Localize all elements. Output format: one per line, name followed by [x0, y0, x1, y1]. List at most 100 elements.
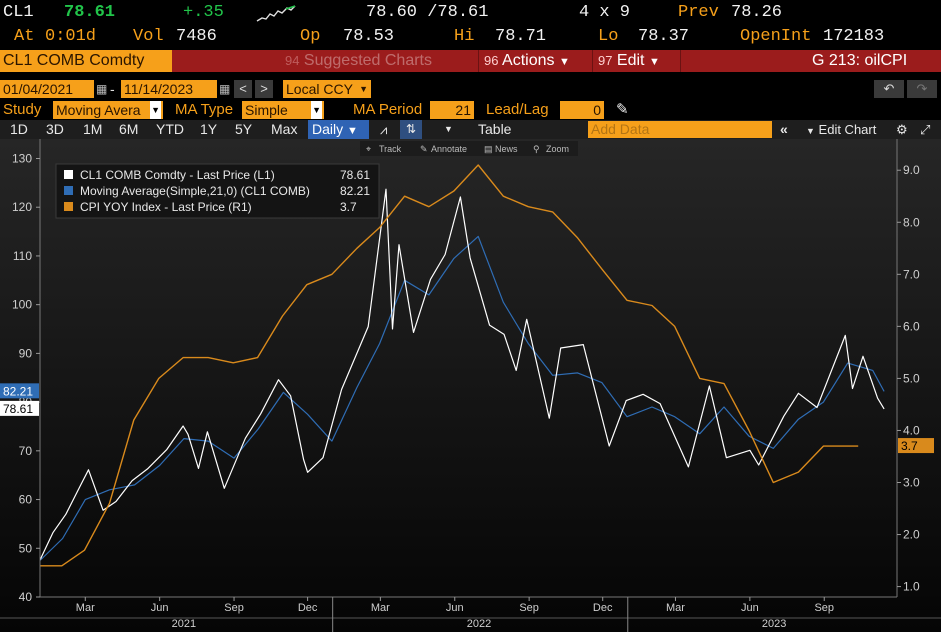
year-label: 2023	[762, 618, 786, 630]
range-5y[interactable]: 5Y	[235, 121, 253, 137]
currency-select[interactable]: Local CCY ▼	[283, 80, 371, 98]
ma-type-label: MA Type	[175, 101, 234, 118]
actions-menu[interactable]: 96 Actions ▼	[484, 50, 570, 72]
calendar-icon[interactable]: ▦	[219, 82, 231, 96]
left-tick-label: 50	[19, 541, 33, 555]
add-data-input[interactable]: Add Data	[588, 121, 772, 138]
actions-label: Actions	[502, 52, 555, 69]
bar-chart-icon[interactable]: ⇅	[400, 120, 422, 139]
redo-button[interactable]: ↷	[907, 80, 937, 98]
next-period-button[interactable]: >	[255, 80, 273, 98]
x-tick-label: Sep	[519, 602, 539, 614]
at-label: At	[14, 27, 35, 46]
right-tick-label: 3.0	[903, 476, 920, 490]
x-tick-label: Jun	[151, 602, 169, 614]
track-icon[interactable]: ⌖	[366, 144, 371, 154]
undo-button[interactable]: ↶	[874, 80, 904, 98]
ma-period-label: MA Period	[353, 101, 423, 118]
expand-icon[interactable]: ⤢	[920, 122, 931, 137]
zoom-icon[interactable]: ⚲	[533, 144, 540, 154]
right-tick-label: 1.0	[903, 580, 920, 594]
right-tick-label: 9.0	[903, 163, 920, 177]
ticker: CL1	[3, 3, 34, 22]
left-tick-label: 90	[19, 346, 33, 360]
x-tick-label: Sep	[224, 602, 244, 614]
x-tick-label: Jun	[446, 602, 464, 614]
line-chart-icon[interactable]: ⩘	[380, 122, 388, 137]
x-tick-label: Mar	[76, 602, 95, 614]
chart-area[interactable]: 4050607080901001101201301.02.03.04.05.06…	[0, 139, 941, 632]
range-1d[interactable]: 1D	[10, 121, 28, 137]
right-tick-label: 6.0	[903, 319, 920, 333]
chevron-down-icon: ▼	[806, 126, 815, 136]
prev-period-button[interactable]: <	[234, 80, 252, 98]
ma-type-select[interactable]: Simple ▼	[242, 101, 324, 119]
collapse-icon[interactable]: «	[780, 121, 788, 137]
table-button[interactable]: Table	[478, 121, 512, 137]
annotate-icon[interactable]: ✎	[420, 144, 428, 154]
chart-toolbar-background	[360, 141, 578, 156]
right-tick-label: 7.0	[903, 267, 920, 281]
x-tick-label: Dec	[593, 602, 613, 614]
low-value: 78.37	[638, 27, 690, 46]
ma-type-value: Simple	[245, 102, 288, 118]
study-select[interactable]: Moving Avera ▼	[53, 101, 163, 119]
edit-chart-label: Edit Chart	[818, 122, 877, 137]
suggested-charts-button[interactable]: 94 Suggested Charts	[285, 50, 432, 72]
pencil-icon[interactable]: ✎	[616, 101, 629, 118]
settings-icon[interactable]: ⚙	[896, 122, 908, 137]
sparkline-icon	[256, 5, 296, 22]
chevron-down-icon: ▼	[311, 101, 322, 119]
end-date-field[interactable]: 11/14/2023	[121, 80, 217, 98]
news-icon[interactable]: ▤	[484, 144, 493, 154]
ma-period-field[interactable]: 21	[430, 101, 474, 119]
suggested-charts-number: 94	[285, 53, 300, 68]
prev-value: 78.26	[731, 3, 783, 22]
range-3d[interactable]: 3D	[46, 121, 64, 137]
add-data-placeholder: Add Data	[591, 121, 650, 137]
annotate-button[interactable]: Annotate	[431, 144, 467, 154]
start-date-field[interactable]: 01/04/2021	[0, 80, 94, 98]
range-ytd[interactable]: YTD	[156, 121, 184, 137]
right-tick-label: 2.0	[903, 528, 920, 542]
divider	[680, 50, 681, 72]
chevron-down-icon: ▼	[347, 125, 358, 137]
news-button[interactable]: News	[495, 144, 518, 154]
open-interest-value: 172183	[823, 27, 885, 46]
end-date: 11/14/2023	[124, 81, 194, 97]
x-tick-label: Dec	[298, 602, 318, 614]
calendar-icon[interactable]: ▦	[96, 82, 108, 96]
lead-lag-field[interactable]: 0	[560, 101, 604, 119]
left-tick-label: 40	[19, 590, 33, 604]
edit-chart-button[interactable]: ▼ Edit Chart	[806, 120, 876, 139]
divider	[478, 50, 479, 72]
edit-label: Edit	[616, 52, 645, 69]
range-bar: 1D 3D 1M 6M YTD 1Y 5Y Max Daily ▼ ⩘ ⇅ ▼ …	[0, 120, 941, 139]
range-1y[interactable]: 1Y	[200, 121, 218, 137]
date-separator: -	[110, 81, 115, 97]
chart-toolbar: ⌖ Track ✎ Annotate ▤ News ⚲ Zoom	[360, 141, 578, 156]
zoom-button[interactable]: Zoom	[546, 144, 569, 154]
range-max[interactable]: Max	[271, 121, 298, 137]
cpi-line	[40, 164, 859, 567]
legend: CL1 COMB Comdty - Last Price (L1) 78.61 …	[55, 163, 380, 219]
track-button[interactable]: Track	[379, 144, 402, 154]
open-interest-label: OpenInt	[740, 27, 812, 46]
range-6m[interactable]: 6M	[119, 121, 139, 137]
edit-menu[interactable]: 97 Edit ▼	[598, 50, 660, 72]
security-field[interactable]: CL1 COMB Comdty	[0, 50, 172, 72]
chevron-down-icon: ▼	[150, 101, 161, 119]
chevron-down-icon: ▼	[558, 56, 570, 68]
chevron-down-icon: ▼	[359, 84, 368, 94]
chart-id: G 213: oilCPI	[812, 52, 908, 69]
security-name: CL1 COMB Comdty	[3, 52, 145, 69]
x-tick-label: Sep	[814, 602, 834, 614]
chevron-down-icon[interactable]: ▼	[444, 124, 453, 134]
value-badge-label-2: 78.61	[3, 402, 33, 416]
series-layer	[39, 164, 885, 567]
left-tick-label: 60	[19, 493, 33, 507]
frequency-select[interactable]: Daily ▼	[308, 120, 369, 139]
range-1m[interactable]: 1M	[83, 121, 103, 137]
right-tick-label: 8.0	[903, 215, 920, 229]
legend-value-ma: 82.21	[340, 184, 370, 198]
